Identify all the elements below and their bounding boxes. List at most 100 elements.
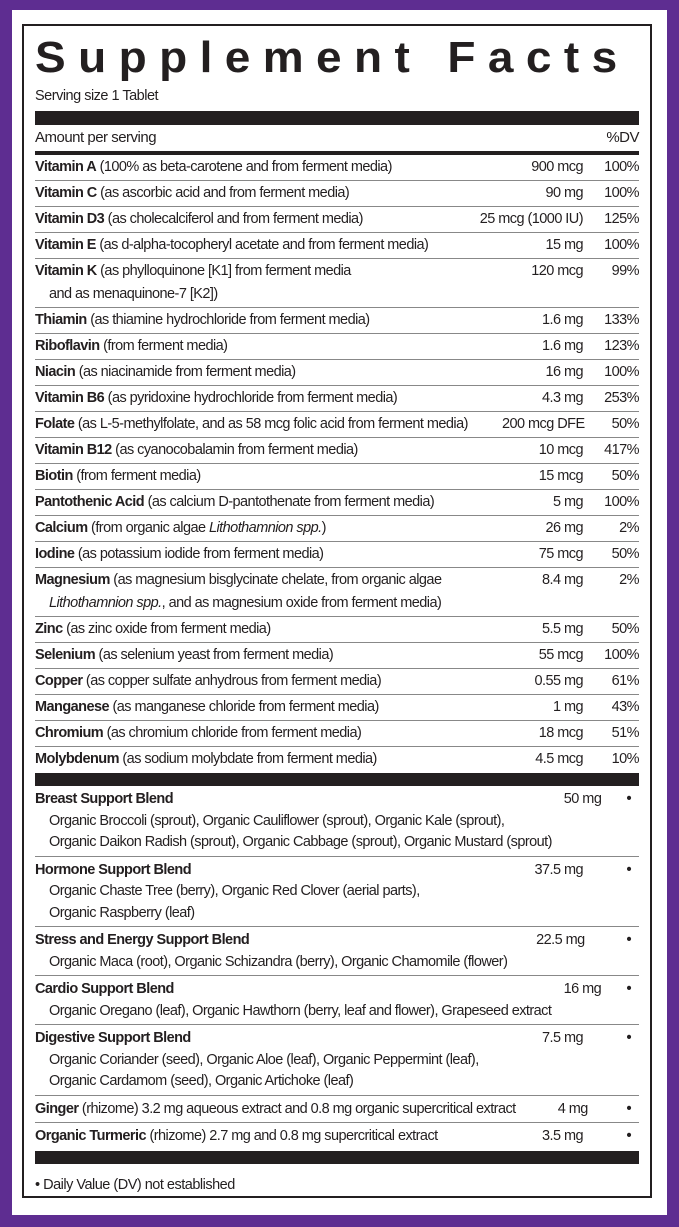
description-line: Lithothamnion spp., and as magnesium oxi… [35, 592, 463, 615]
blend-row: Stress and Energy Support Blend Organic M… [35, 927, 639, 976]
blend-ingredients: Organic Chaste Tree (berry), Organic Red… [49, 883, 420, 899]
nutrient-dv: 100% [604, 364, 639, 380]
description-line: Vitamin K (as phylloquinone [K1] from fe… [35, 260, 463, 283]
nutrient-description: Thiamin (as thiamine hydrochloride from … [35, 309, 463, 332]
nutrient-amount: 10 mcg [538, 442, 584, 458]
nutrient-row: Manganese (as manganese chloride from fe… [35, 695, 640, 721]
description-line: Vitamin B12 (as cyanocobalamin from ferm… [35, 439, 463, 462]
nutrient-name: Zinc [35, 621, 63, 637]
blend-name: Cardio Support Blend [35, 981, 174, 997]
serving-size: Serving size 1 Tablet [35, 88, 159, 104]
blend-ingredients: Organic Maca (root), Organic Schizandra … [49, 953, 508, 970]
nutrient-description: Magnesium (as magnesium bisglycinate che… [35, 569, 463, 615]
nutrient-dv: 100% [604, 647, 639, 663]
blend-ingredients: Organic Raspberry (leaf) [49, 904, 195, 921]
blend-detail: (rhizome) 2.7 mg and 0.8 mg supercritica… [146, 1128, 438, 1144]
description-text: (from ferment media) [72, 468, 201, 484]
nutrient-row: Molybdenum (as sodium molybdate from fer… [35, 747, 640, 772]
blend-name: Hormone Support Blend [35, 861, 192, 878]
blend-description: Organic Turmeric (rhizome) 2.7 mg and 0.… [35, 1126, 503, 1148]
blend-row: Digestive Support Blend Organic Coriander… [35, 1025, 639, 1096]
nutrient-dv: 253% [604, 390, 639, 406]
nutrient-amount: 8.4 mg [541, 572, 584, 588]
description-text: (as calcium D-pantothenate from ferment … [144, 494, 435, 510]
blend-description: Cardio Support Blend Organic Oregano (lea… [35, 979, 552, 1022]
description-text: (as potassium iodide from ferment media) [74, 546, 324, 562]
nutrient-name: Iodine [35, 546, 75, 562]
divider-thick [35, 1150, 639, 1164]
blend-ingredients: Organic Oregano (leaf), Organic Hawthorn… [49, 1002, 552, 1019]
description-line: and as menaquinone-7 [K2]) [35, 283, 463, 306]
nutrient-name: Pantothenic Acid [35, 494, 145, 510]
description-text: (as phylloquinone [K1] from ferment medi… [96, 263, 351, 279]
nutrient-description: Vitamin B6 (as pyridoxine hydrochloride … [35, 387, 463, 410]
nutrient-dv: 43% [611, 699, 640, 715]
nutrient-description: Copper (as copper sulfate anhydrous from… [35, 670, 463, 693]
nutrient-row: Chromium (as chromium chloride from ferm… [35, 721, 640, 747]
label-background: Supplement Facts Serving size 1 Tablet A… [12, 10, 667, 1215]
nutrient-dv: 100% [604, 159, 639, 175]
description-line: Magnesium (as magnesium bisglycinate che… [35, 569, 463, 592]
nutrient-amount: 900 mcg [531, 159, 583, 175]
nutrient-name: Copper [35, 673, 83, 689]
nutrient-amount: 0.55 mg [534, 673, 583, 689]
divider-thick [35, 773, 639, 786]
description-line: Riboflavin (from ferment media) [35, 335, 463, 358]
description-line: Niacin (as niacinamide from ferment medi… [35, 361, 463, 384]
nutrient-row: Copper (as copper sulfate anhydrous from… [35, 669, 640, 695]
description-text: (as selenium yeast from ferment media) [95, 647, 334, 663]
description-line: Calcium (from organic algae Lithothamnio… [35, 517, 463, 540]
blend-description: Hormone Support Blend Organic Chaste Tree… [35, 860, 503, 925]
description-text: (as thiamine hydrochloride from ferment … [86, 312, 370, 328]
blend-dv-marker: • [626, 932, 631, 948]
blend-table: Breast Support Blend Organic Broccoli (sp… [35, 786, 639, 1150]
description-text: (as cyanocobalamin from ferment media) [111, 442, 358, 458]
nutrient-amount: 120 mcg [531, 263, 583, 279]
nutrient-description: Vitamin E (as d-alpha-tocopheryl acetate… [35, 234, 463, 257]
nutrient-amount: 5.5 mg [541, 621, 584, 637]
blend-name: Digestive Support Blend [35, 1030, 191, 1046]
nutrient-name: Vitamin K [35, 263, 97, 279]
nutrient-dv: 61% [611, 673, 640, 689]
description-text: Lithothamnion spp. [49, 595, 162, 611]
nutrient-dv: 100% [604, 237, 639, 253]
nutrient-description: Pantothenic Acid (as calcium D-pantothen… [35, 491, 463, 514]
description-line: Manganese (as manganese chloride from fe… [35, 696, 463, 719]
blend-row: Organic Turmeric (rhizome) 2.7 mg and 0.… [35, 1123, 639, 1150]
supplement-facts-panel: Supplement Facts Serving size 1 Tablet A… [22, 24, 652, 1198]
blend-dv-marker: • [626, 981, 631, 997]
nutrient-name: Vitamin C [35, 185, 97, 201]
description-text: and as menaquinone-7 [K2]) [49, 286, 218, 302]
blend-ingredients: Organic Cardamom (seed), Organic Articho… [49, 1073, 354, 1089]
nutrient-dv: 125% [604, 211, 639, 227]
description-text: (as d-alpha-tocopheryl acetate and from … [95, 237, 429, 253]
nutrient-name: Selenium [35, 647, 96, 663]
nutrient-name: Chromium [35, 725, 104, 741]
nutrient-amount: 200 mcg DFE [501, 416, 585, 432]
nutrient-row: Pantothenic Acid (as calcium D-pantothen… [35, 490, 640, 516]
blend-header-line: Breast Support Blend [35, 789, 552, 811]
nutrient-name: Vitamin B6 [35, 390, 105, 406]
nutrient-description: Vitamin B12 (as cyanocobalamin from ferm… [35, 439, 463, 462]
amount-header: Amount per serving [35, 129, 157, 146]
nutrient-dv: 10% [611, 751, 640, 767]
nutrient-amount: 90 mg [545, 185, 583, 201]
nutrient-row: Riboflavin (from ferment media) 1.6 mg 123… [35, 334, 640, 360]
nutrient-row: Thiamin (as thiamine hydrochloride from … [35, 308, 640, 334]
nutrient-amount: 16 mg [545, 364, 583, 380]
nutrient-row: Vitamin C (as ascorbic acid and from fer… [35, 181, 640, 207]
blend-ingredients: Organic Coriander (seed), Organic Aloe (… [49, 1051, 479, 1068]
nutrient-amount: 25 mcg (1000 IU) [479, 211, 584, 227]
blend-dv-marker: • [626, 861, 631, 878]
nutrient-name: Vitamin E [35, 237, 96, 253]
blend-row: Ginger (rhizome) 3.2 mg aqueous extract … [35, 1096, 639, 1123]
description-text: (as magnesium bisglycinate chelate, from… [109, 572, 442, 588]
nutrient-description: Vitamin A (100% as beta-carotene and fro… [35, 156, 463, 179]
nutrient-row: Niacin (as niacinamide from ferment medi… [35, 360, 640, 386]
nutrient-dv: 50% [611, 416, 640, 432]
description-line: Vitamin A (100% as beta-carotene and fro… [35, 156, 463, 179]
nutrient-dv: 50% [611, 621, 640, 637]
nutrient-name: Vitamin B12 [35, 442, 112, 458]
blend-row: Cardio Support Blend Organic Oregano (lea… [35, 976, 639, 1025]
description-text: (as sodium molybdate from ferment media) [118, 751, 377, 767]
